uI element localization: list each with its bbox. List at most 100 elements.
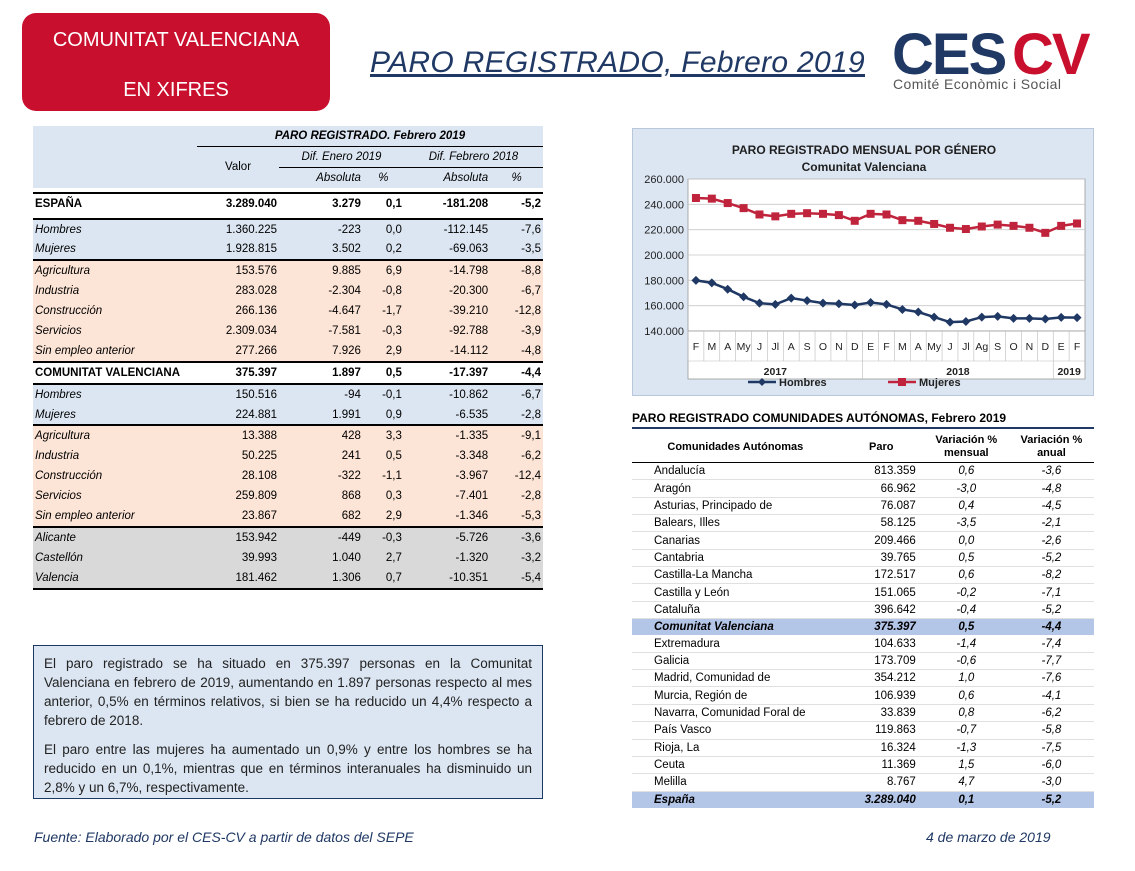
y-tick-label: 160.000 [644,301,684,313]
data-point [787,209,796,218]
ccaa-var-anual: -3,0 [1008,773,1094,792]
row-pct1: 0,5 [385,366,402,379]
col-valor: Valor [225,161,252,174]
ccaa-paro: 813.359 [838,462,924,481]
data-point [818,298,828,308]
data-point [818,209,827,218]
table-row: Sin empleo anterior 277.266 7.926 2,9 -14.11… [33,340,543,362]
ccaa-name: Asturias, Principado de [632,497,839,516]
ccaa-name: Comunitat Valenciana [654,621,774,634]
x-tick-label: N [835,341,843,353]
data-point [707,194,716,203]
row-pct1: 0,0 [385,223,402,236]
svg-text:CES: CES [892,22,1006,87]
x-tick-label: Jl [962,341,970,353]
ccaa-var-mensual: 0,5 [958,621,975,634]
ccaa-row: España 3.289.040 0,1 -5,2 [632,791,1094,808]
row-abs2: -181.208 [442,197,489,210]
ccaa-paro: 173.709 [838,652,924,671]
col-var-mensual-l2: mensual [943,447,989,459]
row-abs1: 3.279 [332,197,361,210]
summary-paragraph-2: El paro entre las mujeres ha aumentado u… [44,742,532,795]
data-point [1057,221,1066,230]
row-valor: 23.867 [241,509,278,522]
row-abs1: 1.897 [332,366,361,379]
row-abs2: -3.348 [455,450,489,463]
ccaa-var-anual: -7,6 [1008,669,1094,688]
ccaa-paro: 104.633 [838,635,924,653]
ccaa-var-anual: -7,5 [1008,739,1094,757]
category-axis-box [687,330,1086,380]
data-point [723,284,733,294]
ccaa-var-mensual: 0,6 [923,686,1009,705]
ccaa-var-mensual: -3,0 [923,479,1009,498]
col-var-mensual: Variación % mensual [923,432,1009,463]
row-pct2: -6,2 [521,450,541,463]
ccaa-name: Castilla y León [632,583,839,602]
ccaa-row: Asturias, Principado de 76.087 0,4 -4,5 [632,497,1094,516]
x-tick-label: Ag [975,341,988,353]
x-tick-label: D [851,341,859,353]
table-row: Hombres 1.360.225 -223 0,0 -112.145 -7,6 [33,218,543,240]
data-point [723,199,732,208]
table-row: ESPAÑA 3.289.040 3.279 0,1 -181.208 -5,2 [33,193,543,214]
table-row: Mujeres 1.928.815 3.502 0,2 -69.063 -3,5 [33,239,543,261]
row-abs2: -14.112 [450,344,489,357]
table-row: Agricultura 13.388 428 3,3 -1.335 -9,1 [33,425,543,447]
legend-marker [758,378,766,386]
row-pct1: -0,1 [382,388,402,401]
ccaa-var-anual: -5,2 [1008,549,1094,568]
row-abs1: 1.040 [332,551,361,564]
x-tick-label: F [693,341,699,353]
data-point [1073,219,1082,228]
data-point [946,223,955,232]
row-pct2: -4,8 [521,344,541,357]
data-point [755,210,764,219]
row-pct2: -5,2 [521,197,541,210]
data-point [866,209,875,218]
ccaa-row: País Vasco 119.863 -0,7 -5,8 [632,721,1094,740]
ccaa-var-mensual: -0,2 [923,583,1009,602]
row-valor: 266.136 [235,305,278,318]
data-point [803,209,812,218]
ccaa-paro: 172.517 [838,566,924,585]
row-abs2: -112.145 [443,223,489,236]
row-pct1: -0,3 [382,324,402,337]
col-paro: Paro [838,432,924,463]
row-pct2: -7,6 [521,223,541,236]
year-label: 2019 [1057,366,1081,378]
data-point [977,222,986,231]
x-tick-label: A [915,341,922,353]
ccaa-var-mensual: 0,6 [923,462,1009,481]
row-pct2: -4,4 [521,366,541,379]
row-abs2: -17.397 [449,366,489,379]
row-label: Servicios [35,490,82,503]
ccaa-paro: 396.642 [838,601,924,620]
ccaa-row: Rioja, La 16.324 -1,3 -7,5 [632,739,1094,757]
ccaa-paro: 16.324 [838,739,924,757]
table-row: Sin empleo anterior 23.867 682 2,9 -1.346 -5,… [33,506,543,527]
x-tick-label: O [1009,341,1017,353]
ccaa-paro: 119.863 [838,721,924,740]
chart-svg: PARO REGISTRADO MENSUAL POR GÉNERO Comun… [644,142,1086,389]
data-point [914,216,923,225]
row-abs1: -4.647 [328,305,361,318]
ccaa-paro: 33.839 [838,704,924,723]
ccaa-var-anual: -4,4 [1041,621,1062,634]
table-row: COMUNITAT VALENCIANA 375.397 1.897 0,5 -17.3… [33,362,543,384]
y-tick-label: 180.000 [644,275,684,287]
row-abs1: 1.306 [332,571,361,584]
col-pct-1: % [378,171,389,184]
row-label: ESPAÑA [35,197,83,210]
row-valor: 2.309.034 [225,324,278,337]
ccaa-name: Balears, Illes [632,514,839,533]
row-label: Valencia [35,571,79,584]
ccaa-var-mensual: 0,0 [923,531,1009,550]
row-valor: 13.388 [241,430,278,443]
row-label: Sin empleo anterior [35,509,135,522]
x-tick-label: E [867,341,874,353]
ccaa-name: Melilla [632,773,839,792]
row-label: Construcción [35,305,103,318]
data-point [739,292,749,302]
row-valor: 153.576 [235,265,278,278]
